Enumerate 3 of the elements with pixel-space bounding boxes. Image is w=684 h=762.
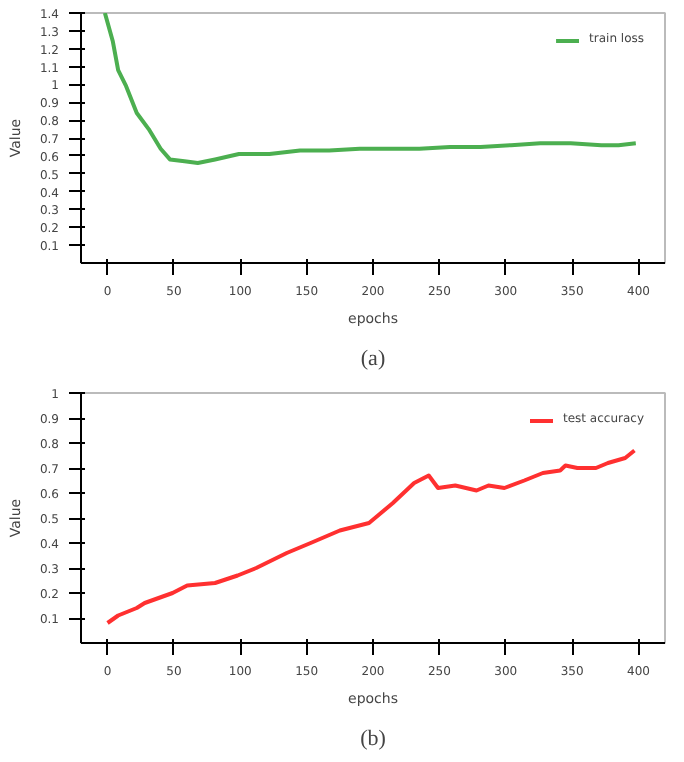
text: (b): [360, 727, 387, 751]
text: (a): [360, 347, 386, 371]
line-series: [105, 448, 637, 625]
